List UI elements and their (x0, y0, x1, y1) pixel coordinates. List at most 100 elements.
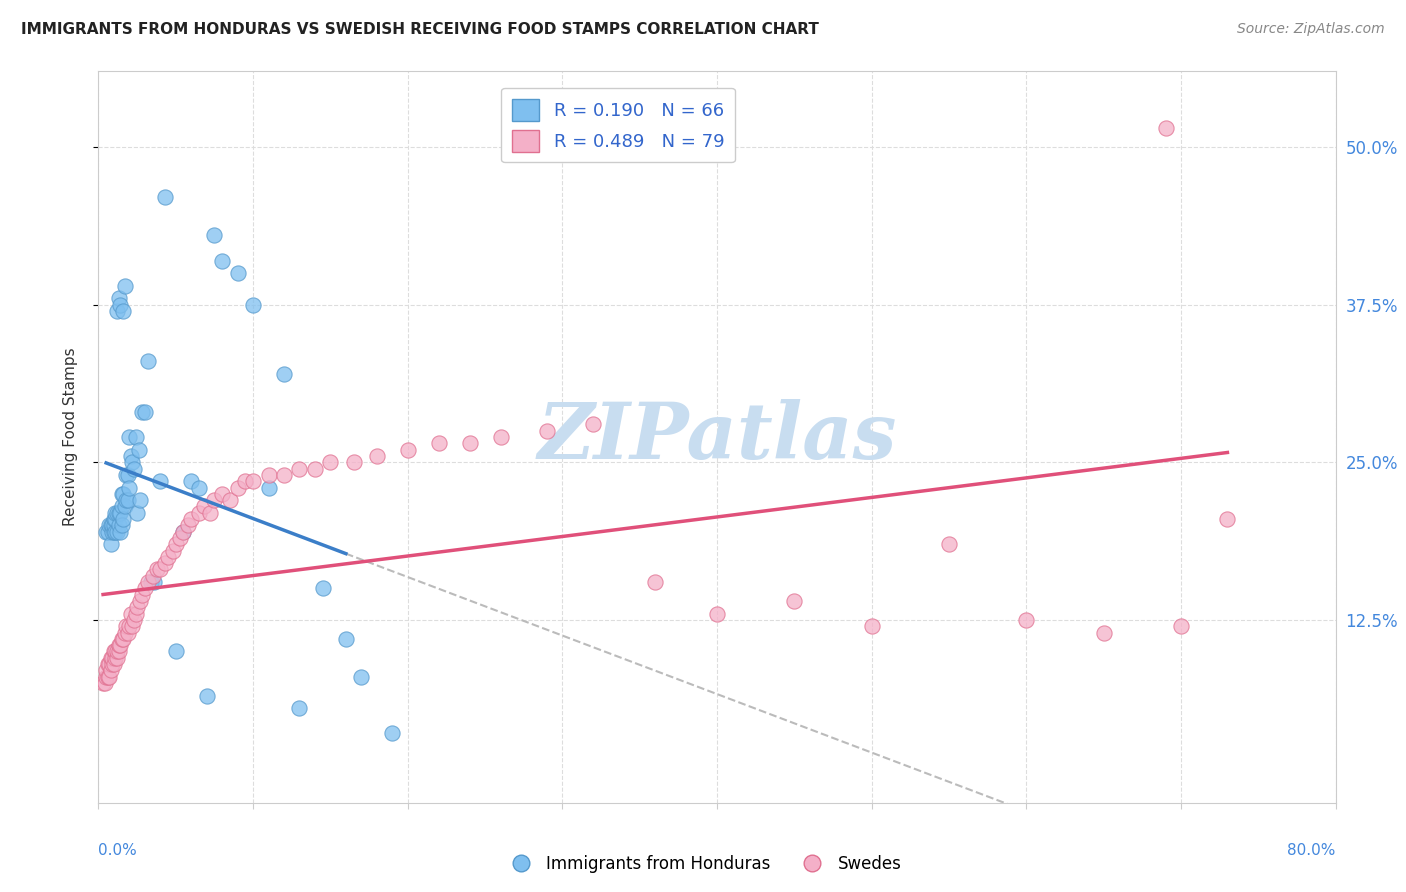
Point (193, 500, 215, 514)
Legend: Immigrants from Honduras, Swedes: Immigrants from Honduras, Swedes (498, 848, 908, 880)
Point (366, 449, 388, 463)
Point (195, 689, 218, 703)
Point (489, 430, 512, 444)
Point (98, 657, 121, 671)
Point (112, 304, 135, 318)
Point (273, 367, 295, 381)
Point (120, 449, 142, 463)
Point (124, 430, 146, 444)
Point (153, 556, 176, 570)
Point (118, 619, 141, 633)
Point (100, 537, 122, 551)
Point (111, 632, 134, 646)
Point (105, 304, 128, 318)
Point (131, 588, 153, 602)
Point (204, 493, 226, 508)
Point (173, 524, 195, 539)
Point (235, 474, 257, 488)
Point (257, 467, 280, 482)
Point (120, 607, 142, 621)
Point (117, 467, 139, 482)
Point (177, 518, 200, 533)
Point (136, 575, 159, 590)
Point (242, 474, 264, 488)
Point (122, 613, 145, 627)
Point (101, 657, 124, 671)
Point (226, 266, 249, 280)
Point (343, 455, 366, 469)
Point (211, 487, 233, 501)
Point (118, 481, 141, 495)
Y-axis label: Receiving Food Stamps: Receiving Food Stamps (63, 348, 77, 526)
Point (149, 474, 172, 488)
Point (381, 726, 404, 740)
Point (1154, 121, 1177, 136)
Point (162, 543, 184, 558)
Point (96, 664, 118, 678)
Point (107, 506, 129, 520)
Point (257, 481, 280, 495)
Point (149, 562, 172, 576)
Point (335, 632, 357, 646)
Point (118, 430, 141, 444)
Point (107, 638, 129, 652)
Point (105, 506, 128, 520)
Point (211, 253, 233, 268)
Point (114, 500, 136, 514)
Point (128, 442, 150, 457)
Point (96, 670, 118, 684)
Point (165, 537, 187, 551)
Point (180, 512, 202, 526)
Point (153, 190, 176, 204)
Point (173, 524, 195, 539)
Point (100, 518, 122, 533)
Point (938, 537, 960, 551)
Point (644, 575, 666, 590)
Point (124, 607, 146, 621)
Point (169, 531, 191, 545)
Point (127, 600, 149, 615)
Point (188, 481, 211, 495)
Point (114, 278, 136, 293)
Point (860, 619, 883, 633)
Point (112, 512, 135, 526)
Point (108, 638, 131, 652)
Point (165, 644, 187, 658)
Point (104, 650, 127, 665)
Point (103, 644, 125, 658)
Point (121, 619, 143, 633)
Point (101, 518, 124, 533)
Point (157, 549, 180, 564)
Text: IMMIGRANTS FROM HONDURAS VS SWEDISH RECEIVING FOOD STAMPS CORRELATION CHART: IMMIGRANTS FROM HONDURAS VS SWEDISH RECE… (21, 22, 818, 37)
Point (97, 657, 120, 671)
Point (117, 493, 139, 508)
Point (91, 676, 114, 690)
Point (103, 524, 125, 539)
Point (104, 644, 127, 658)
Point (115, 493, 138, 508)
Point (242, 298, 264, 312)
Text: Source: ZipAtlas.com: Source: ZipAtlas.com (1237, 22, 1385, 37)
Point (458, 436, 481, 450)
Point (312, 582, 335, 596)
Point (146, 562, 169, 576)
Point (1092, 625, 1115, 640)
Point (107, 291, 129, 305)
Point (114, 625, 136, 640)
Point (100, 650, 122, 665)
Point (108, 524, 131, 539)
Point (101, 650, 124, 665)
Point (105, 644, 128, 658)
Point (396, 442, 419, 457)
Point (129, 493, 152, 508)
Point (350, 670, 373, 684)
Point (1170, 619, 1192, 633)
Point (219, 493, 242, 508)
Point (97, 524, 120, 539)
Point (98, 670, 121, 684)
Point (582, 417, 605, 432)
Point (1216, 512, 1239, 526)
Point (536, 424, 558, 438)
Point (104, 512, 127, 526)
Point (188, 506, 211, 520)
